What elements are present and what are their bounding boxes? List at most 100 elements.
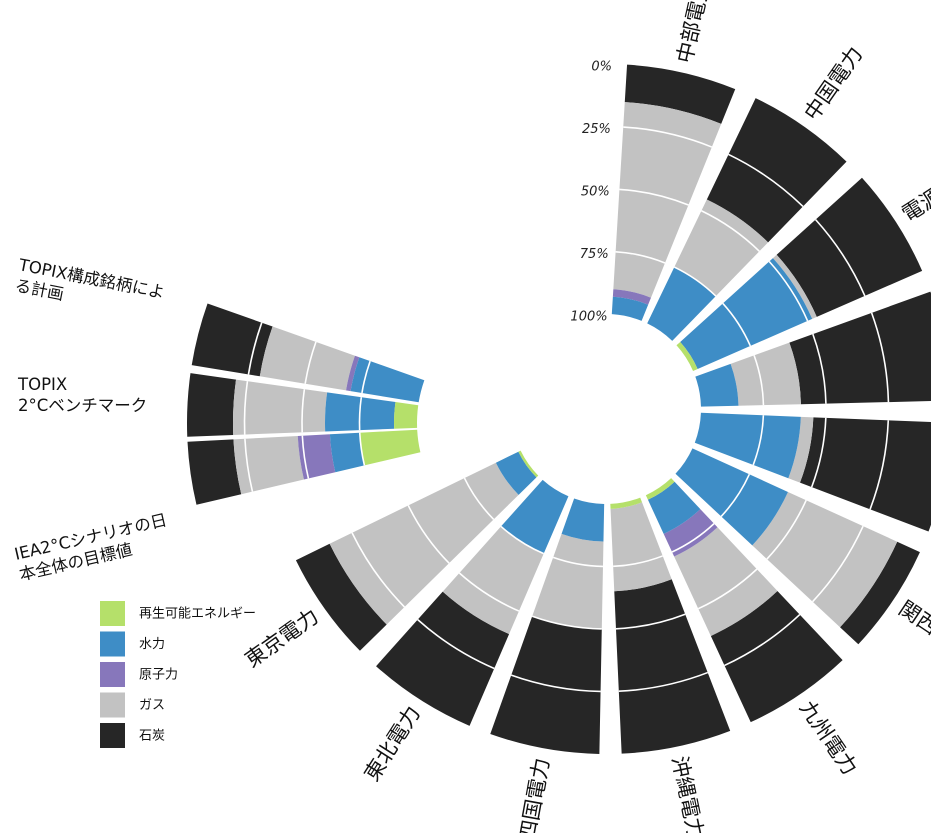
group-labels: TOPIX構成銘柄による計画 TOPIX 2°Cベンチマーク IEA2°Cシナリオの日…: [13, 255, 174, 584]
utility-bar: [675, 448, 920, 645]
axis-tick-label: 75%: [580, 247, 609, 262]
utility-bar-coal-segment: [776, 177, 923, 317]
utility-bar-nuclear-segment: [612, 289, 651, 305]
utility-bar-gridline: [766, 499, 807, 560]
group-bars: [186, 303, 425, 505]
comparison-bar-nuclear-segment: [346, 355, 360, 392]
utility-bar: [490, 498, 605, 754]
utility-bar-gridline: [613, 555, 663, 568]
legend-swatch: [100, 692, 125, 718]
utility-bar-gas-segment: [772, 254, 817, 319]
utility-bar-gridline: [697, 568, 758, 610]
legend-label: 原子力: [139, 668, 178, 683]
utility-bar: [376, 479, 569, 726]
axis-ticks: 0% 25% 50% 75% 100%: [570, 60, 612, 325]
utility-label: 四国電力: [515, 756, 554, 833]
legend-label: 水力: [139, 637, 165, 652]
utility-bar-gridline: [407, 505, 450, 564]
utility-bar-gas-segment: [752, 491, 898, 628]
utility-bar-gridline: [552, 556, 603, 568]
comparison-bar-coal-segment: [187, 439, 242, 505]
utility-bar-gridline: [720, 473, 751, 517]
utility-bar-gridline: [753, 355, 765, 406]
utility-bar-gridline: [463, 477, 495, 520]
utility-bar: [647, 98, 847, 341]
comparison-bar-gridline: [304, 341, 317, 384]
utility-bar-gridline: [728, 153, 804, 208]
utility-bar-hydro-segment: [675, 448, 788, 546]
legend-swatch: [100, 723, 125, 748]
utility-bar-gridline: [722, 302, 752, 347]
comparison-bar-coal-segment: [191, 303, 273, 377]
utility-label: 中国電力: [800, 42, 868, 125]
utility-bar-gridline: [752, 415, 765, 466]
utility-bar-coal-segment: [840, 541, 920, 645]
utility-bar-gas-segment: [532, 533, 604, 629]
utility-bar-hydro-segment: [647, 267, 716, 341]
utility-bar-gridline: [724, 614, 801, 667]
utility-bar-gridline: [870, 312, 890, 403]
utility-bar-gas-segment: [730, 342, 801, 406]
utility-bar-gas-segment: [613, 102, 722, 298]
utility-bar-hydro-segment: [501, 479, 569, 554]
utility-label: 東北電力: [360, 702, 425, 786]
utility-bar-gas-segment: [674, 199, 769, 297]
utility-bar-gas-segment: [610, 502, 672, 592]
utility-bar: [295, 450, 539, 651]
comparison-label: IEA2°Cシナリオの日本全体の目標値: [13, 510, 174, 584]
utility-bar-gridline: [531, 615, 602, 630]
utility-bar-hydro-segment: [495, 451, 537, 495]
axis-tick-label: 50%: [581, 185, 610, 200]
utility-bar-gridline: [815, 219, 866, 297]
comparison-bar-gas-segment: [233, 435, 304, 495]
comparison-bar-coal-segment: [186, 373, 237, 437]
utility-bar-renewable-segment: [518, 450, 539, 478]
utility-bar-coal-segment: [706, 98, 847, 243]
utility-bar: [676, 177, 923, 371]
comparison-bar-gridline: [358, 397, 363, 431]
comparison-bar-gridline: [244, 438, 254, 492]
legend-swatch: [100, 601, 125, 626]
utility-bar-hydro-segment: [694, 412, 801, 479]
utility-bar-gas-segment: [442, 526, 544, 635]
utility-label: 電源開発: [898, 161, 931, 227]
utility-bar-coal-segment: [614, 579, 731, 754]
utility-bar-gridline: [351, 532, 406, 608]
comparison-bar-hydro-segment: [350, 357, 425, 403]
utility-bar-coal-segment: [376, 591, 510, 726]
utility-bar-renewable-segment: [645, 478, 675, 500]
utility-bar-nuclear-segment: [663, 509, 718, 557]
utility-bar-hydro-segment: [695, 363, 739, 407]
utility-bar-gridline: [623, 126, 713, 148]
utility-bar-gridline: [701, 210, 760, 252]
utility-bar-gridline: [615, 250, 666, 264]
comparison-bar-gridline: [358, 432, 366, 466]
utility-bar-gridline: [671, 523, 715, 553]
utility-bar-hydro-segment: [561, 498, 605, 542]
utility-bar-gridline: [812, 333, 827, 404]
comparison-bar-renewable-segment: [359, 429, 421, 466]
utility-bar-hydro-segment: [680, 258, 813, 369]
utility-bar-gridline: [615, 613, 686, 630]
legend-label: 再生可能エネルギー: [139, 607, 256, 622]
comparison-bar-renewable-segment: [393, 401, 419, 429]
legend-swatch: [100, 662, 125, 687]
utility-bar: [695, 291, 931, 407]
utility-bars: [295, 64, 931, 754]
utility-bar-renewable-segment: [676, 341, 698, 371]
utility-bar-gridline: [673, 266, 717, 297]
utility-label: 沖縄電力: [667, 754, 708, 833]
utility-bar-gridline: [768, 260, 809, 322]
utility-bar-coal-segment: [799, 417, 931, 532]
utility-bar-gridline: [458, 572, 520, 612]
utility-bar-gridline: [812, 525, 864, 603]
utility-label: 中部電力: [673, 0, 715, 65]
utility-bar: [610, 497, 731, 754]
comparison-bar: [191, 303, 425, 403]
utility-bar: [694, 412, 931, 532]
comparison-bar-nuclear-segment: [297, 434, 336, 480]
utility-bar-hydro-segment: [611, 296, 649, 321]
axis-tick-label: 25%: [582, 122, 611, 137]
utility-bar-renewable-segment: [610, 497, 642, 509]
axis-tick-label: 100%: [570, 310, 607, 325]
